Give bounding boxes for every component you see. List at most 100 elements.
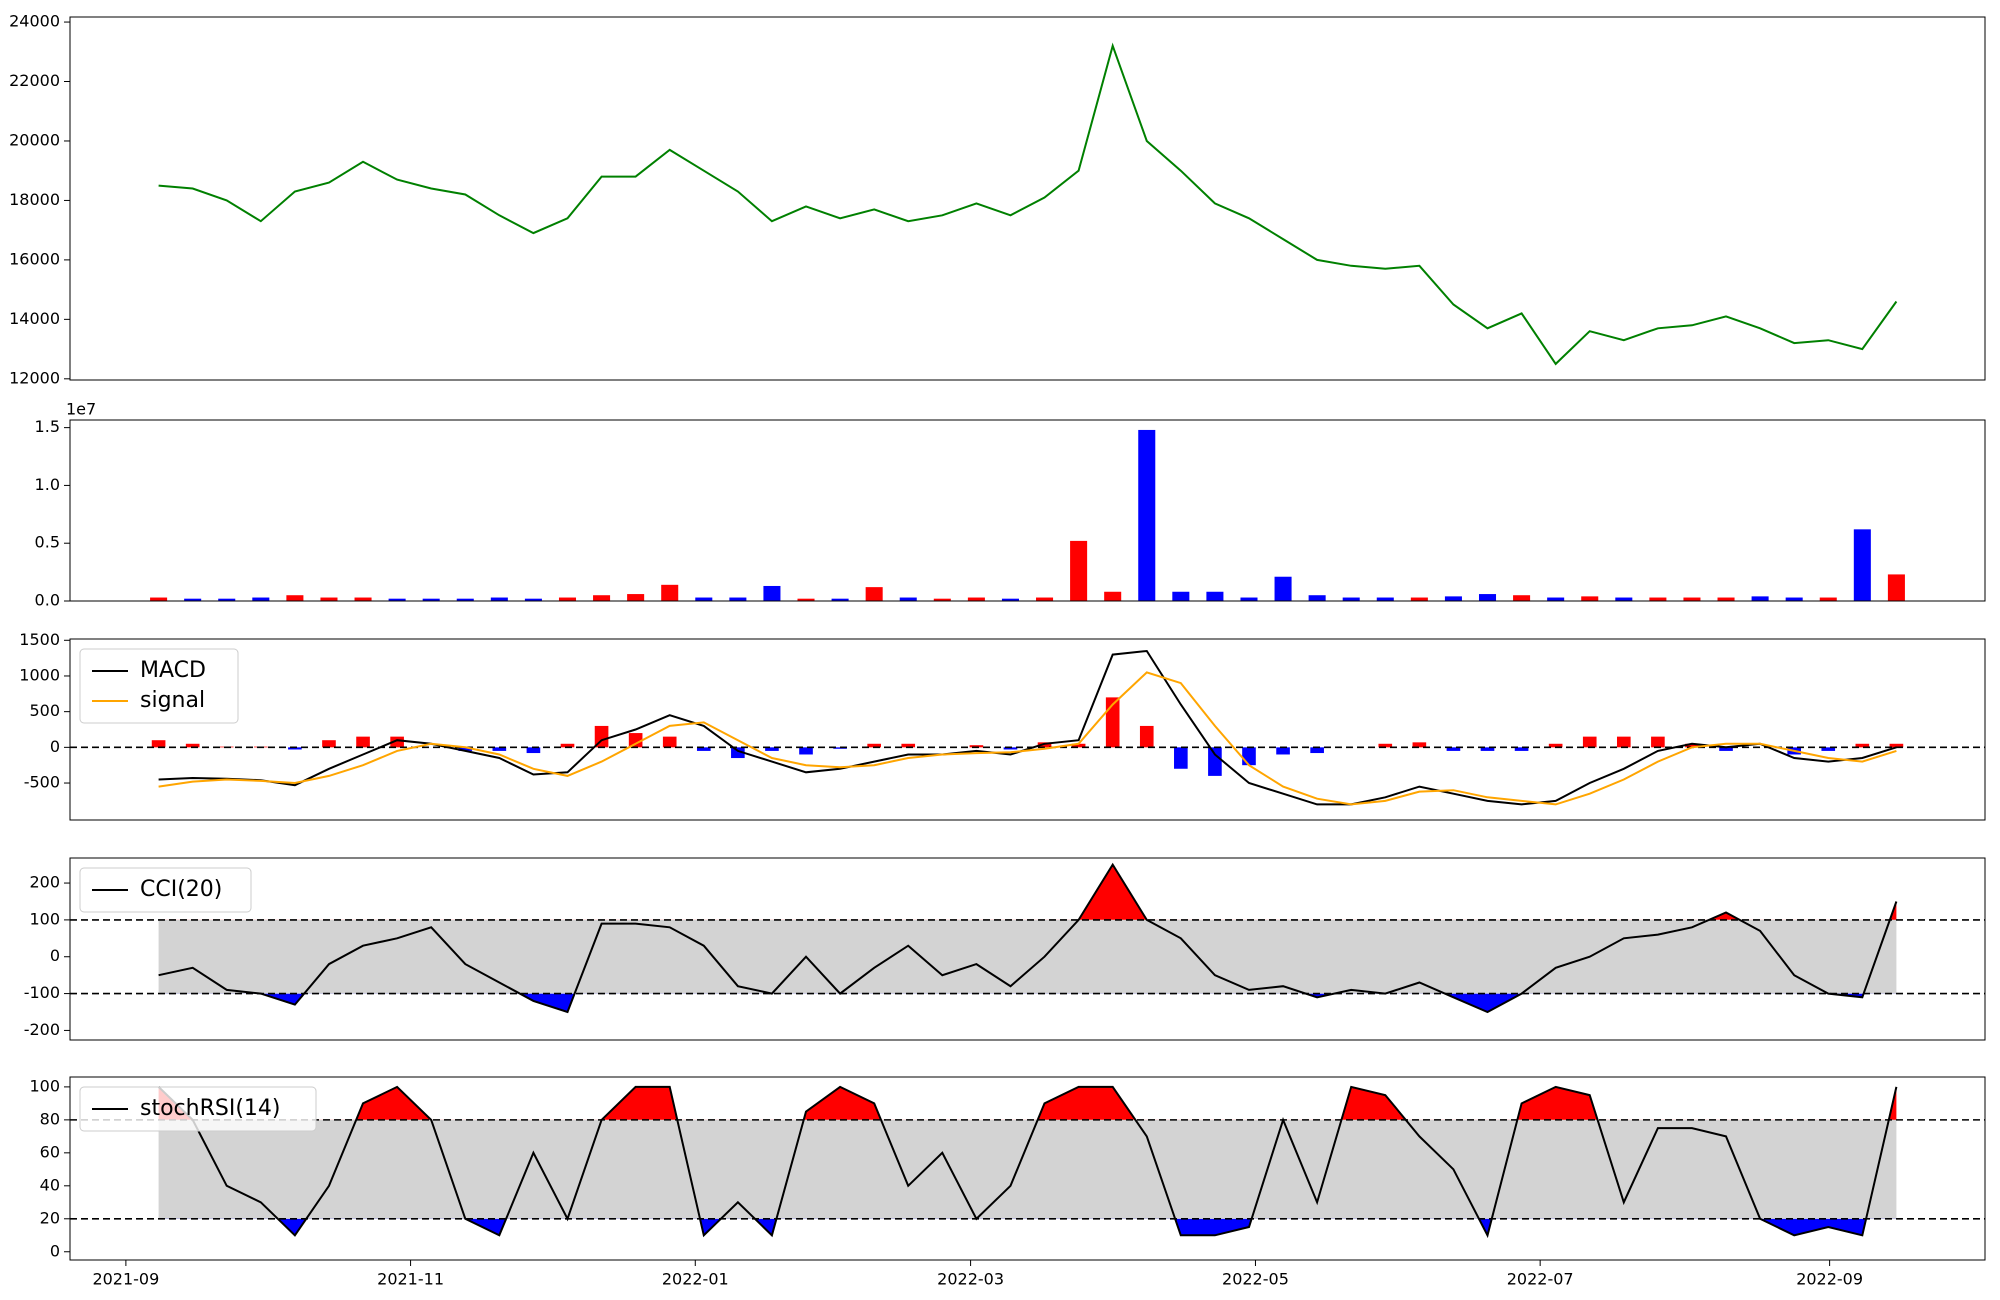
legend-box bbox=[79, 1086, 317, 1132]
y-tick-label: 24000 bbox=[9, 12, 60, 31]
legend-label: CCI(20) bbox=[140, 877, 222, 902]
y-tick-label: 0.5 bbox=[35, 533, 60, 552]
x-tick-label: 2021-09 bbox=[92, 1270, 159, 1289]
histogram-bar bbox=[1855, 743, 1870, 748]
y-tick-label: 20000 bbox=[9, 130, 60, 149]
volume-bar bbox=[1683, 597, 1701, 601]
histogram-bar bbox=[867, 743, 881, 748]
y-tick-label: -100 bbox=[24, 983, 60, 1002]
oversold-fill bbox=[158, 993, 1897, 1012]
histogram-bar bbox=[526, 747, 541, 754]
legend: MACD signal bbox=[79, 648, 239, 724]
histogram-bar bbox=[1003, 747, 1018, 750]
volume-bar bbox=[967, 597, 985, 601]
histogram-bar bbox=[1889, 743, 1904, 748]
histogram-bar bbox=[662, 736, 677, 748]
y-tick-label: 1000 bbox=[19, 665, 60, 684]
volume-bar bbox=[456, 598, 474, 601]
y-tick-label: 1.0 bbox=[35, 475, 60, 494]
volume-bar bbox=[1444, 596, 1462, 601]
plot-frame bbox=[69, 419, 1986, 602]
volume-bar bbox=[695, 597, 713, 601]
volume-bar bbox=[661, 584, 679, 601]
legend: CCI(20) bbox=[79, 867, 252, 913]
volume-bar bbox=[422, 598, 440, 601]
histogram-bar bbox=[1208, 747, 1222, 776]
volume-bar bbox=[1001, 598, 1019, 601]
histogram-bar bbox=[1719, 747, 1733, 751]
overbought-fill bbox=[158, 1086, 1897, 1120]
histogram-bar bbox=[1378, 743, 1393, 748]
volume-bar bbox=[797, 598, 815, 601]
histogram-bar bbox=[1174, 747, 1188, 769]
y-tick-label: 12000 bbox=[9, 368, 60, 387]
plot-area bbox=[70, 649, 1985, 806]
histogram-bar bbox=[628, 733, 643, 748]
histogram-bar bbox=[1071, 743, 1086, 748]
x-tick-label: 2022-09 bbox=[1796, 1270, 1863, 1289]
histogram-bar bbox=[560, 743, 575, 748]
histogram-bar bbox=[594, 725, 609, 748]
volume-bar bbox=[1036, 597, 1054, 601]
histogram-bar bbox=[799, 747, 813, 755]
legend-label: signal bbox=[140, 688, 205, 713]
y-tick-label: 0 bbox=[50, 737, 60, 756]
volume-bar bbox=[1785, 597, 1803, 601]
volume-bar bbox=[593, 595, 611, 601]
volume-bar bbox=[1342, 597, 1360, 601]
histogram-bar bbox=[458, 747, 473, 751]
histogram-bar bbox=[1446, 747, 1461, 751]
y-tick-label: 20 bbox=[40, 1208, 60, 1227]
plot-frame bbox=[69, 638, 1986, 821]
indicator-line bbox=[158, 671, 1897, 806]
legend-box bbox=[79, 867, 252, 913]
histogram-bar bbox=[696, 747, 711, 751]
neutral-band bbox=[158, 1119, 1897, 1219]
y-tick-label: 0.0 bbox=[35, 591, 60, 610]
indicator-line bbox=[157, 1085, 1898, 1239]
histogram-bar bbox=[1480, 747, 1495, 751]
histogram-bar bbox=[356, 736, 370, 748]
volume-bar bbox=[1751, 596, 1769, 601]
histogram-bar bbox=[151, 740, 166, 748]
volume-bar bbox=[729, 597, 747, 601]
volume-bar bbox=[150, 597, 168, 601]
volume-bar bbox=[865, 587, 883, 601]
legend-label: MACD bbox=[140, 658, 206, 683]
volume-bar bbox=[1376, 597, 1394, 601]
y-tick-label: 18000 bbox=[9, 190, 60, 209]
histogram-bar bbox=[322, 740, 336, 748]
y-tick-label: 16000 bbox=[9, 249, 60, 268]
volume-bar bbox=[1410, 597, 1428, 601]
plot-frame bbox=[69, 857, 1986, 1041]
legend-box bbox=[79, 648, 239, 724]
y-tick-label: 60 bbox=[40, 1142, 60, 1161]
volume-bar bbox=[627, 594, 645, 601]
x-tick-label: 2022-05 bbox=[1222, 1270, 1289, 1289]
histogram-bar bbox=[969, 745, 984, 748]
volume-bar bbox=[1615, 597, 1633, 601]
plot-frame bbox=[69, 1076, 1986, 1261]
volume-bar bbox=[899, 597, 917, 601]
histogram-bar bbox=[1310, 747, 1324, 754]
volume-bar bbox=[1853, 529, 1871, 601]
y-tick-label: -200 bbox=[24, 1020, 60, 1039]
volume-bar bbox=[1513, 595, 1531, 601]
histogram-bar bbox=[1412, 742, 1427, 748]
volume-bar bbox=[1104, 591, 1122, 601]
y-tick-label: 100 bbox=[29, 909, 60, 928]
volume-bar bbox=[1819, 597, 1837, 601]
axis-offset-label: 1e7 bbox=[66, 400, 96, 419]
volume-bar bbox=[354, 597, 372, 601]
histogram-bar bbox=[390, 736, 404, 748]
x-tick-label: 2022-03 bbox=[937, 1270, 1004, 1289]
histogram-bar bbox=[1276, 747, 1290, 755]
volume-bar bbox=[218, 598, 236, 601]
legend: stochRSI(14) bbox=[79, 1086, 317, 1132]
volume-bar bbox=[184, 598, 202, 601]
volume-bar bbox=[1649, 597, 1667, 601]
y-tick-label: 40 bbox=[40, 1175, 60, 1194]
volume-bar bbox=[252, 597, 270, 601]
volume-bar bbox=[831, 598, 849, 601]
